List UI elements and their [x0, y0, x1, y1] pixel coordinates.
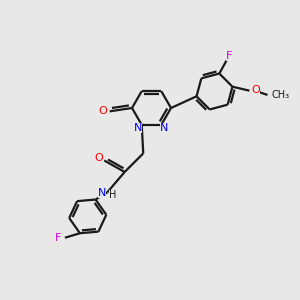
Text: F: F: [55, 233, 61, 243]
Text: O: O: [94, 153, 103, 163]
Text: F: F: [226, 50, 232, 61]
Text: O: O: [99, 106, 107, 116]
Text: N: N: [134, 123, 142, 133]
Text: N: N: [160, 124, 168, 134]
Text: O: O: [251, 85, 260, 95]
Text: H: H: [109, 190, 116, 200]
Text: N: N: [98, 188, 106, 198]
Text: CH₃: CH₃: [271, 90, 289, 100]
